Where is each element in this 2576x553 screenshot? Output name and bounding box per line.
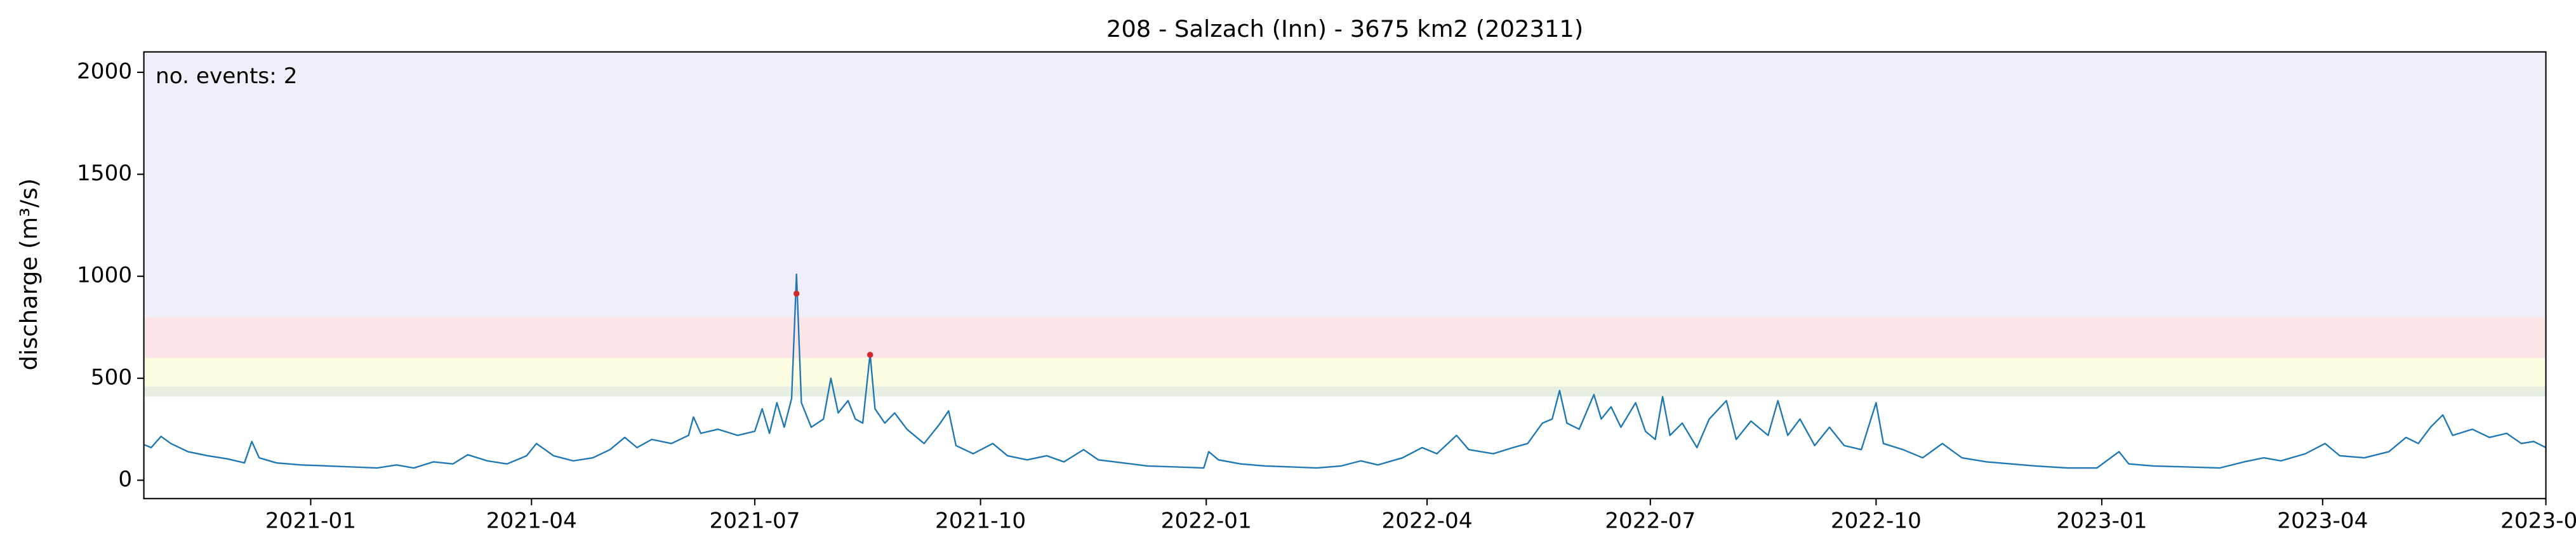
y-tick-label: 1500 (77, 161, 132, 186)
x-tick-label: 2021-01 (265, 509, 356, 534)
x-tick-label: 2023-01 (2056, 509, 2147, 534)
chart-title: 208 - Salzach (Inn) - 3675 km2 (202311) (1106, 15, 1583, 43)
x-tick-label: 2023-04 (2277, 509, 2368, 534)
x-tick-label: 2022-01 (1161, 509, 1252, 534)
discharge-line (143, 273, 2547, 469)
threshold-band (143, 386, 2546, 397)
x-tick-label: 2021-04 (486, 509, 577, 534)
y-axis-label: discharge (m³/s) (15, 178, 43, 371)
threshold-band (143, 357, 2546, 387)
x-tick-label: 2021-10 (935, 509, 1026, 534)
y-tick-label: 0 (118, 467, 132, 492)
events-annotation: no. events: 2 (156, 63, 297, 89)
event-point (866, 352, 873, 358)
event-point (793, 290, 800, 297)
y-tick-label: 2000 (77, 58, 132, 84)
threshold-band (143, 317, 2546, 358)
y-tick-label: 1000 (77, 263, 132, 288)
x-tick-label: 2022-10 (1831, 509, 1922, 534)
x-tick-label: 2023-07 (2500, 509, 2576, 534)
plot-frame (143, 51, 2547, 500)
y-tick-label: 500 (91, 364, 132, 390)
x-tick-label: 2022-07 (1605, 509, 1696, 534)
threshold-band (143, 51, 2546, 317)
x-tick-label: 2022-04 (1382, 509, 1473, 534)
x-tick-label: 2021-07 (709, 509, 800, 534)
